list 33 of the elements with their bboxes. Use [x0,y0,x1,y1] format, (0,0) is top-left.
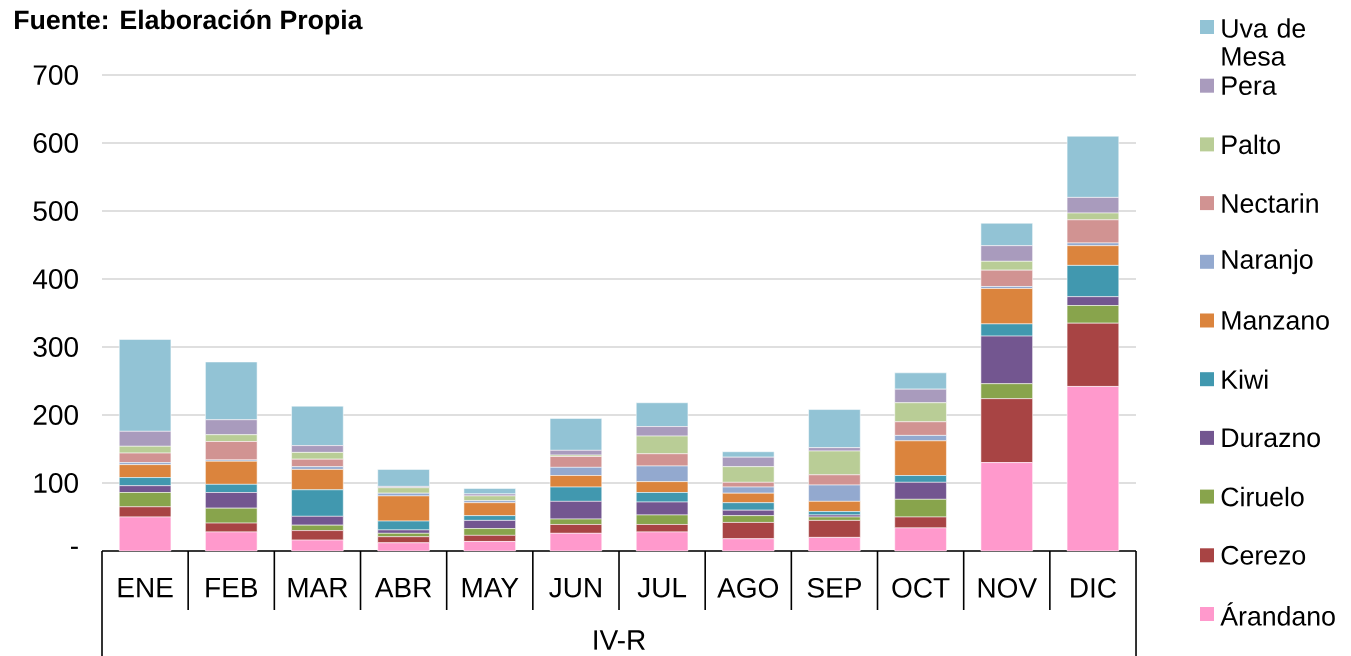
x-tick-label: JUL [637,577,687,598]
legend-label: Ciruelo [1221,486,1304,507]
x-tick-label: ABR [374,577,432,598]
legend-label: Durazno [1222,428,1320,448]
y-tick-label: 100 [34,473,78,493]
x-axis-title: IV-R [594,630,645,650]
text: Fuente: Elaboración Propia [15,9,363,35]
y-tick-label: 400 [33,269,78,289]
y-tick-label: - [70,546,78,549]
y-tick-label: 700 [33,65,78,85]
x-tick-label: DIC [1071,577,1116,598]
y-tick-label: 500 [33,201,78,221]
legend-label: Árandano [1220,602,1335,626]
legend-label: Kiwi [1222,369,1268,389]
x-tick-label: ENE [118,577,173,598]
x-tick-label: AGO [717,577,779,598]
x-tick-label: JUN [549,577,601,598]
legend-label: Nectarin [1222,193,1318,213]
x-tick-label: MAY [462,577,519,598]
x-tick-label: OCT [892,577,950,598]
x-tick-label: MAR [288,577,348,598]
legend-label: Manzano [1222,311,1329,330]
y-tick-label: 300 [33,337,78,357]
legend-label: Cerezo [1221,545,1306,565]
y-tick-label: 600 [33,133,78,153]
x-tick-label: SEP [807,577,861,598]
x-tick-label: FEB [206,577,257,598]
legend-label: Pera [1222,76,1277,95]
legend-label: Uva de Mesa [1222,18,1306,66]
legend-label: Palto [1222,134,1280,155]
legend-label: Naranjo [1222,249,1313,275]
x-tick-label: NOV [978,577,1037,598]
y-tick-label: 200 [33,405,78,425]
